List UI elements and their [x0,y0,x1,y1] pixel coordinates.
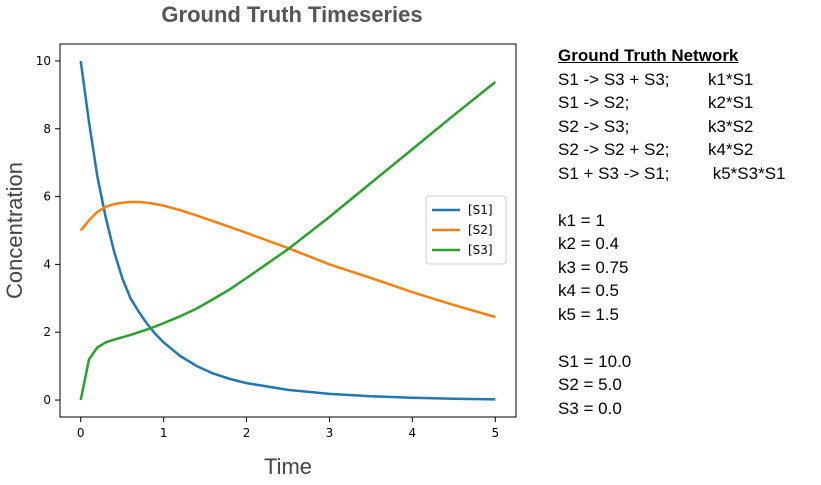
x-axis-label: Time [264,454,312,479]
parameter-list: k1 = 1 k2 = 0.4 k3 = 0.75 k4 = 0.5 k5 = 1.5 [558,209,818,327]
y-tick-label: 6 [43,190,51,204]
reaction-equation: S1 -> S2; [558,93,630,112]
reaction-equation: S1 -> S3 + S3; [558,69,670,89]
y-tick-label: 0 [43,393,51,407]
network-panel: Ground Truth Network S1 -> S3 + S3; k1*S1… [558,44,818,420]
parameter-value: k2 = 0.4 [558,234,619,253]
reaction-row: S1 + S3 -> S1; k5*S3*S1 [558,162,818,186]
initial-condition: S3 = 0.0 [558,398,622,418]
y-axis-label: Concentration [2,162,27,299]
reaction-row: S2 -> S3; k3*S2 [558,115,818,139]
reaction-equation: S2 -> S2 + S2; [558,140,670,159]
initial-condition: S1 = 10.0 [558,351,632,371]
reaction-equation: S2 -> S3; [558,116,630,136]
reaction-equation: S1 + S3 -> S1; [558,163,670,183]
legend-label: [S2] [468,223,493,237]
x-tick-label: 1 [160,426,168,440]
legend-box [425,195,507,265]
x-tick-label: 3 [326,426,334,440]
network-title: Ground Truth Network [558,46,739,65]
y-tick-label: 4 [43,257,51,271]
reaction-rate: k1*S1 [708,69,754,89]
reaction-row: S1 -> S3 + S3; k1*S1 [558,68,818,92]
y-tick-label: 10 [36,54,51,68]
x-tick-label: 2 [243,426,251,440]
plot-frame [59,43,517,418]
initial-condition: S2 = 5.0 [558,375,622,394]
y-tick-label: 2 [43,325,51,339]
initial-conditions-list: S1 = 10.0 S2 = 5.0 S3 = 0.0 [558,350,818,421]
parameter-value: k1 = 1 [558,210,605,230]
reaction-list: S1 -> S3 + S3; k1*S1 S1 -> S2; k2*S1 S2 -> S… [558,68,818,186]
legend-label: [S3] [468,243,493,257]
series-line [79,60,496,401]
chart-title: Ground Truth Timeseries [161,2,423,27]
y-tick-label: 8 [43,122,51,136]
parameter-value: k5 = 1.5 [558,304,619,324]
reaction-row: S1 -> S2; k2*S1 [558,91,818,115]
series-line [79,200,496,319]
reaction-rate: k5*S3*S1 [708,163,786,183]
parameter-value: k3 = 0.75 [558,257,629,277]
reaction-row: S2 -> S2 + S2; k4*S2 [558,138,818,162]
legend-label: [S1] [468,203,493,217]
reaction-rate: k4*S2 [708,140,754,159]
reaction-rate: k3*S2 [708,116,754,136]
reaction-rate: k2*S1 [708,93,754,112]
x-tick-label: 5 [491,426,499,440]
x-tick-label: 4 [409,426,417,440]
series-line [79,81,497,401]
parameter-value: k4 = 0.5 [558,281,619,300]
x-tick-label: 0 [77,426,85,440]
